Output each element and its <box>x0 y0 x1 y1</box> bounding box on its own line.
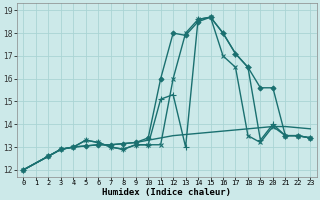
X-axis label: Humidex (Indice chaleur): Humidex (Indice chaleur) <box>102 188 231 197</box>
